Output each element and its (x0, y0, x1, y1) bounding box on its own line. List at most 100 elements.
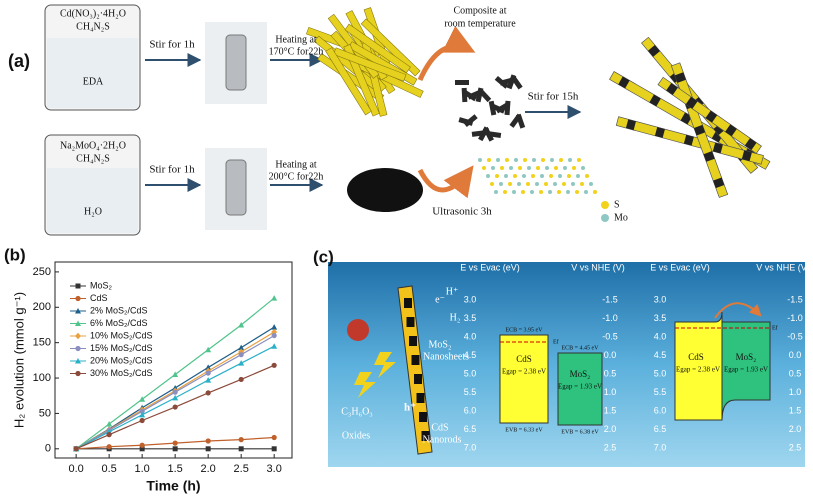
energy-tick: 3.0 (654, 294, 667, 304)
marker (271, 343, 278, 349)
potential-tick: -0.5 (602, 331, 618, 341)
label: S (614, 199, 620, 210)
atom (531, 174, 535, 178)
marker (205, 377, 212, 383)
marker (238, 376, 244, 383)
series: 30% MoS₂/CdS (70, 362, 277, 452)
label: CdS (688, 352, 704, 362)
marker (271, 446, 277, 452)
mos2-sheet (705, 110, 718, 123)
nanorod (343, 43, 380, 117)
mos2-sheet (409, 336, 417, 346)
label: Stir for 1h (149, 164, 195, 176)
mos2-sheet (421, 431, 430, 441)
atom (526, 182, 530, 186)
atom (580, 182, 584, 186)
marker (238, 360, 245, 366)
mos2-sheet (712, 142, 723, 154)
mos2-sheet (741, 150, 752, 162)
y-tick-label: 0 (45, 443, 51, 455)
energy-tick: 5.5 (654, 387, 667, 397)
atom (513, 174, 517, 178)
mos2-sheet (713, 177, 725, 189)
mos2-sheet (416, 393, 425, 403)
marker (106, 432, 112, 438)
marker (238, 437, 244, 443)
flake (455, 80, 469, 85)
x-tick-label: 0.5 (101, 463, 116, 475)
atom (566, 190, 570, 194)
scheme-graphics (44, 4, 771, 236)
sun (347, 319, 369, 341)
mos2-sheet (685, 96, 698, 109)
flake (461, 87, 468, 103)
atom (491, 166, 495, 170)
y-tick-label: 50 (39, 407, 51, 419)
mos2-sheet (683, 134, 694, 146)
mos2-sheet (703, 151, 715, 162)
mos2-lattice (478, 158, 597, 194)
marker (238, 352, 244, 358)
marker (139, 408, 145, 414)
legend-marker (75, 295, 81, 302)
potential-tick: 1.0 (789, 387, 802, 397)
atom (522, 174, 526, 178)
label: EVB = 6.33 eV (505, 427, 543, 433)
series: MoS₂ (70, 280, 277, 452)
legend-label: CdS (90, 293, 108, 303)
band-diagram (499, 302, 771, 426)
label: room temperature (444, 18, 516, 29)
potential-tick: -0.5 (787, 331, 803, 341)
energy-tick: 3.5 (654, 313, 667, 323)
energy-tick: 4.0 (654, 331, 667, 341)
mos2-flakes (455, 74, 526, 142)
label: ECB = 3.95 eV (505, 327, 543, 333)
mos2-sheet (693, 124, 706, 136)
energy-tick: 4.0 (464, 331, 477, 341)
flake (458, 117, 474, 126)
x-tick-label: 3.0 (267, 463, 282, 475)
mos2-sheet (411, 355, 420, 365)
legend-marker (75, 370, 81, 377)
label: Oxides (342, 430, 370, 441)
cds-nanorods (306, 7, 424, 117)
atom (487, 158, 491, 162)
marker (172, 394, 179, 401)
chart: 0 50 100 150 200 250 0.0 0.5 1.0 1.5 2.0 2.5 3.0 Time… (11, 261, 293, 494)
marker (172, 440, 178, 446)
label: V vs NHE (V) (571, 262, 625, 272)
marker (271, 434, 277, 441)
potential-tick: 0.0 (604, 350, 617, 360)
atom (504, 174, 508, 178)
label: Cd(NO₃)₂·4H₂O (60, 8, 126, 19)
electron-transfer (714, 302, 762, 319)
atom (584, 190, 588, 194)
marker (139, 446, 145, 452)
label: Heating at (275, 34, 317, 45)
mos2-band (557, 352, 603, 426)
label: ECB = 4.45 eV (561, 345, 599, 351)
marker (205, 364, 212, 370)
label: Egap = 1.93 eV (558, 383, 602, 391)
legend-label: 10% MoS₂/CdS (90, 330, 153, 340)
marker (238, 446, 244, 452)
energy-tick: 4.5 (464, 350, 477, 360)
legend-marker (75, 345, 81, 352)
label: e⁻ (435, 294, 445, 305)
atom (540, 174, 544, 178)
legend-label: 6% MoS₂/CdS (90, 318, 148, 328)
atom (593, 190, 597, 194)
legend-marker (75, 308, 81, 314)
legend-marker (75, 332, 81, 340)
x-tick-label: 0.0 (68, 463, 83, 475)
potential-tick: -1.0 (787, 313, 803, 323)
atom (581, 166, 585, 170)
atom (517, 182, 521, 186)
atom (589, 182, 593, 186)
cds-band (499, 334, 549, 424)
x-tick-label: 2.0 (201, 463, 216, 475)
marker (271, 362, 277, 368)
flake (494, 75, 509, 89)
potential-tick: 2.5 (789, 442, 802, 452)
